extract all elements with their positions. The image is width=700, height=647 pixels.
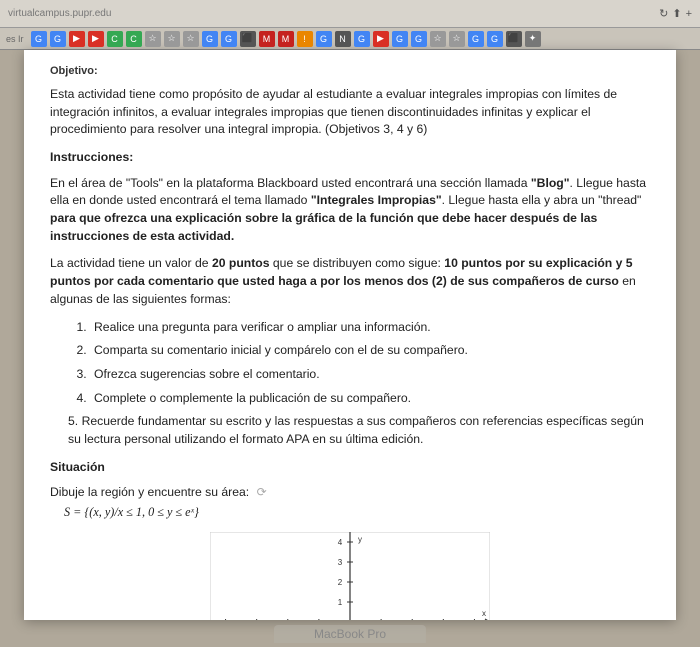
tab-favicon[interactable]: ⬛ (240, 31, 256, 47)
p1-post: . Llegue hasta ella y abra un "thread" (442, 193, 642, 207)
situacion-heading: Situación (50, 459, 650, 477)
tab-favicon[interactable]: G (411, 31, 427, 47)
formula: S = {(x, y)/x ≤ 1, 0 ≤ y ≤ eˣ} (64, 504, 650, 522)
tab-favicon[interactable]: C (107, 31, 123, 47)
p2-b1: 20 puntos (212, 256, 270, 270)
p2-pre: La actividad tiene un valor de (50, 256, 212, 270)
tab-favicon[interactable]: G (316, 31, 332, 47)
reload-icon[interactable]: ↻ (659, 7, 668, 20)
axes-svg: -4-3-2-112341234yx (210, 532, 490, 620)
tab-favicon[interactable]: ▶ (88, 31, 104, 47)
refresh-icon[interactable]: ⟳ (257, 485, 267, 499)
tab-favicon[interactable]: M (278, 31, 294, 47)
tab-favicon[interactable]: ⬛ (506, 31, 522, 47)
svg-text:y: y (358, 535, 362, 544)
left-label: es Ir (6, 34, 24, 44)
instrucciones-heading: Instrucciones: (50, 149, 650, 167)
tab-favicon[interactable]: G (354, 31, 370, 47)
step-item: Comparta su comentario inicial y compáre… (90, 342, 650, 360)
newtab-icon[interactable]: + (686, 8, 692, 20)
topbar-left: virtualcampus.pupr.edu (8, 8, 111, 19)
tab-favicon[interactable]: G (202, 31, 218, 47)
p1-pre: En el área de "Tools" en la plataforma B… (50, 176, 531, 190)
share-icon[interactable]: ⬆ (672, 7, 681, 20)
tab-icons-row: GG▶▶CC☆☆☆GG⬛MM!GNG▶GG☆☆GG⬛✦ (31, 31, 541, 47)
dibuje-text: Dibuje la región y encuentre su área: ⟳ (50, 484, 650, 502)
tab-favicon[interactable]: ▶ (69, 31, 85, 47)
tab-favicon[interactable]: ☆ (449, 31, 465, 47)
tab-favicon[interactable]: N (335, 31, 351, 47)
svg-text:1: 1 (338, 598, 343, 607)
tab-favicon[interactable]: G (31, 31, 47, 47)
tab-favicon[interactable]: ✦ (525, 31, 541, 47)
tab-favicon[interactable]: ☆ (164, 31, 180, 47)
tab-favicon[interactable]: G (468, 31, 484, 47)
tab-favicon[interactable]: G (221, 31, 237, 47)
steps-list: Realice una pregunta para verificar o am… (90, 319, 650, 449)
p1-b1: "Blog" (531, 176, 570, 190)
browser-topbar: virtualcampus.pupr.edu ↻ ⬆ + (0, 0, 700, 28)
tab-favicon[interactable]: ☆ (145, 31, 161, 47)
document-page: Objetivo: Esta actividad tiene como prop… (24, 50, 676, 620)
tab-favicon[interactable]: M (259, 31, 275, 47)
coordinate-plane: -4-3-2-112341234yx (210, 532, 490, 620)
p2-mid1: que se distribuyen como sigue: (270, 256, 445, 270)
tab-favicon[interactable]: ☆ (183, 31, 199, 47)
p1-b2: "Integrales Impropias" (311, 193, 442, 207)
intro-paragraph: Esta actividad tiene como propósito de a… (50, 86, 650, 139)
tab-favicon[interactable]: G (50, 31, 66, 47)
tab-strip: es Ir GG▶▶CC☆☆☆GG⬛MM!GNG▶GG☆☆GG⬛✦ (0, 28, 700, 50)
step-item: Realice una pregunta para verificar o am… (90, 319, 650, 337)
tab-favicon[interactable]: ☆ (430, 31, 446, 47)
dibuje-label: Dibuje la región y encuentre su área: (50, 485, 249, 499)
svg-text:x: x (482, 609, 486, 618)
objetivo-heading: Objetivo: (50, 64, 650, 80)
paragraph-1: En el área de "Tools" en la plataforma B… (50, 175, 650, 246)
url-fragment: virtualcampus.pupr.edu (8, 8, 111, 19)
tab-favicon[interactable]: G (392, 31, 408, 47)
tab-favicon[interactable]: ▶ (373, 31, 389, 47)
step-item: Ofrezca sugerencias sobre el comentario. (90, 366, 650, 384)
step-item: Complete o complemente la publicación de… (90, 390, 650, 408)
tab-favicon[interactable]: G (487, 31, 503, 47)
step-item: Recuerde fundamentar su escrito y las re… (64, 413, 650, 448)
tab-favicon[interactable]: ! (297, 31, 313, 47)
p1-b3: para que ofrezca una explicación sobre l… (50, 211, 597, 243)
svg-text:2: 2 (338, 578, 343, 587)
svg-text:4: 4 (338, 538, 343, 547)
svg-text:3: 3 (338, 558, 343, 567)
paragraph-2: La actividad tiene un valor de 20 puntos… (50, 255, 650, 308)
macbook-label: MacBook Pro (274, 625, 426, 643)
tab-favicon[interactable]: C (126, 31, 142, 47)
